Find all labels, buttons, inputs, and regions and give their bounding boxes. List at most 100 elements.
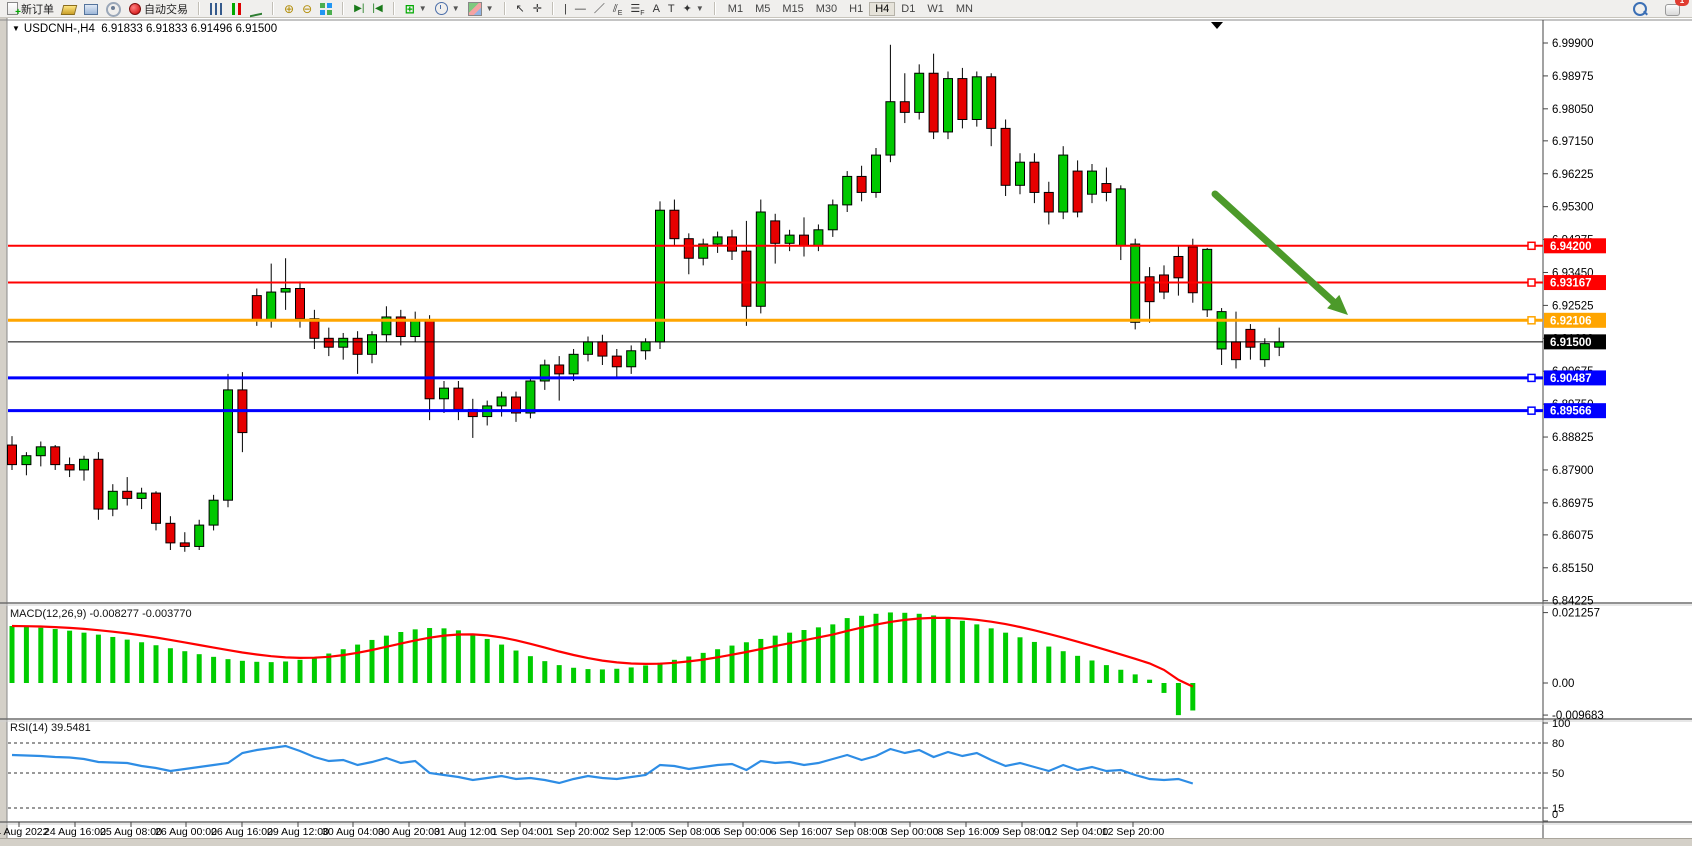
rsi-indicator-label: RSI(14) 39.5481 (10, 722, 91, 734)
new-order-button[interactable]: 新订单 (3, 0, 58, 18)
label-tool-button[interactable]: T (664, 2, 679, 16)
trendline-tool-button[interactable]: ／ (590, 2, 609, 16)
time-tick-label: 5 Sep 08:00 (660, 826, 717, 838)
hline-tool-button[interactable]: — (571, 2, 590, 16)
bear-candle (554, 364, 565, 375)
time-tick-label: 8 Sep 00:00 (882, 826, 939, 838)
bull-candle (1115, 188, 1126, 247)
bull-candle (381, 316, 392, 336)
bull-candle (367, 334, 377, 355)
time-tick-label: 6 Sep 16:00 (771, 826, 828, 838)
crosshair-tool-button[interactable]: ✛ (529, 2, 546, 16)
macd-histogram-bar (945, 617, 951, 683)
time-tick-label: 12 Sep 20:00 (1102, 826, 1165, 838)
bull-candle (712, 236, 723, 245)
macd-histogram-bar (23, 626, 29, 683)
bull-candle (1274, 341, 1285, 348)
price-tick-label: 6.84225 (1552, 596, 1594, 608)
price-line-label: 6.92106 (1550, 315, 1592, 327)
bear-candle (1043, 191, 1054, 213)
macd-histogram-bar (398, 631, 404, 683)
timeframe-h4[interactable]: H4 (869, 1, 896, 16)
hline-anchor-marker[interactable] (1527, 278, 1536, 287)
notifications-button[interactable]: 1 (1661, 0, 1689, 17)
timeframe-m30[interactable]: M30 (815, 2, 838, 15)
macd-histogram-bar (124, 639, 130, 683)
bear-candle (1245, 328, 1256, 348)
macd-histogram-bar (239, 660, 245, 683)
cursor-tool-button[interactable]: ↖ (512, 2, 529, 16)
bull-candle (496, 396, 507, 407)
macd-signal-line (11, 616, 1194, 688)
timeframe-mn[interactable]: MN (955, 2, 973, 15)
trend-arrow-line[interactable] (1211, 190, 1337, 306)
terminal-button[interactable] (80, 1, 102, 16)
bear-candle (424, 320, 435, 400)
price-line-label-bg (1544, 403, 1606, 419)
chart-shift-icon: |◀ (372, 2, 383, 14)
periods-button[interactable]: ▼ (431, 1, 464, 16)
templates-button[interactable]: ▼ (464, 1, 498, 17)
candle-chart-mode-button[interactable] (226, 2, 246, 16)
shapes-tool-button[interactable]: ✦ ▼ (679, 2, 708, 16)
macd-histogram-bar (657, 662, 663, 683)
bear-candle (597, 341, 608, 357)
macd-histogram-bar (340, 649, 346, 683)
price-tick-label: 6.92525 (1552, 300, 1594, 312)
bar-chart-mode-button[interactable] (206, 2, 226, 16)
bear-candle (295, 287, 305, 320)
auto-scroll-icon: ▶| (354, 2, 365, 14)
macd-histogram-bar (1190, 683, 1196, 711)
time-tick-label: 26 Aug 16:00 (211, 826, 273, 838)
zoom-out-button[interactable]: ⊖ (298, 2, 316, 16)
timeframe-h1[interactable]: H1 (849, 2, 864, 15)
bear-candle (122, 490, 133, 499)
chart-shift-button[interactable]: |◀ (368, 2, 386, 16)
bear-candle (7, 444, 17, 466)
hline-anchor-marker[interactable] (1527, 316, 1536, 325)
bear-candle (899, 101, 910, 113)
bull-candle (223, 389, 233, 501)
hline-anchor-marker[interactable] (1527, 241, 1536, 251)
timeframe-d1[interactable]: D1 (901, 2, 916, 15)
signals-button[interactable] (102, 0, 125, 18)
hline-anchor-marker[interactable] (1527, 373, 1536, 383)
add-indicator-button[interactable]: ⊞ ▼ (401, 2, 431, 16)
macd-histogram-bar (1175, 683, 1181, 716)
auto-scroll-button[interactable]: ▶| (350, 2, 368, 16)
bear-candle (1072, 170, 1083, 213)
vline-tool-button[interactable]: | (560, 2, 571, 16)
timeframe-w1[interactable]: W1 (927, 2, 944, 15)
fibonacci-tool-button[interactable]: ☰F (626, 2, 648, 17)
autotrading-button[interactable]: 自动交易 (125, 0, 192, 18)
timeframe-m1[interactable]: M1 (727, 2, 744, 15)
search-button[interactable] (1629, 1, 1651, 17)
price-tick-label: 6.86075 (1552, 530, 1594, 542)
label-tool-icon: T (667, 2, 675, 15)
line-chart-mode-button[interactable] (246, 0, 266, 17)
timeframe-m15[interactable]: M15 (782, 2, 804, 15)
collapse-triangle-icon[interactable]: ▼ (12, 24, 20, 33)
bull-candle (439, 387, 449, 400)
bull-candle (698, 243, 709, 259)
timeframe-m5[interactable]: M5 (755, 2, 771, 15)
bear-candle (1173, 255, 1184, 279)
time-tick-label: 8 Sep 16:00 (938, 826, 995, 838)
macd-histogram-bar (1075, 655, 1081, 683)
bull-candle (35, 446, 46, 457)
channel-tool-button[interactable]: ⫽E (609, 2, 627, 17)
bear-candle (511, 396, 521, 414)
macd-histogram-bar (455, 630, 461, 683)
hline-anchor-marker[interactable] (1527, 406, 1536, 415)
tile-windows-button[interactable] (316, 2, 336, 16)
bear-candle (165, 522, 176, 544)
macd-histogram-bar (1089, 660, 1095, 683)
zoom-in-button[interactable]: ⊕ (280, 2, 298, 16)
gold-button[interactable] (58, 1, 80, 16)
trend-arrow-head[interactable] (1327, 294, 1348, 315)
text-tool-button[interactable]: A (649, 2, 664, 16)
macd-histogram-bar (758, 638, 764, 683)
price-line-label: 6.94200 (1550, 241, 1592, 253)
chart-shift-marker[interactable] (1211, 22, 1223, 29)
